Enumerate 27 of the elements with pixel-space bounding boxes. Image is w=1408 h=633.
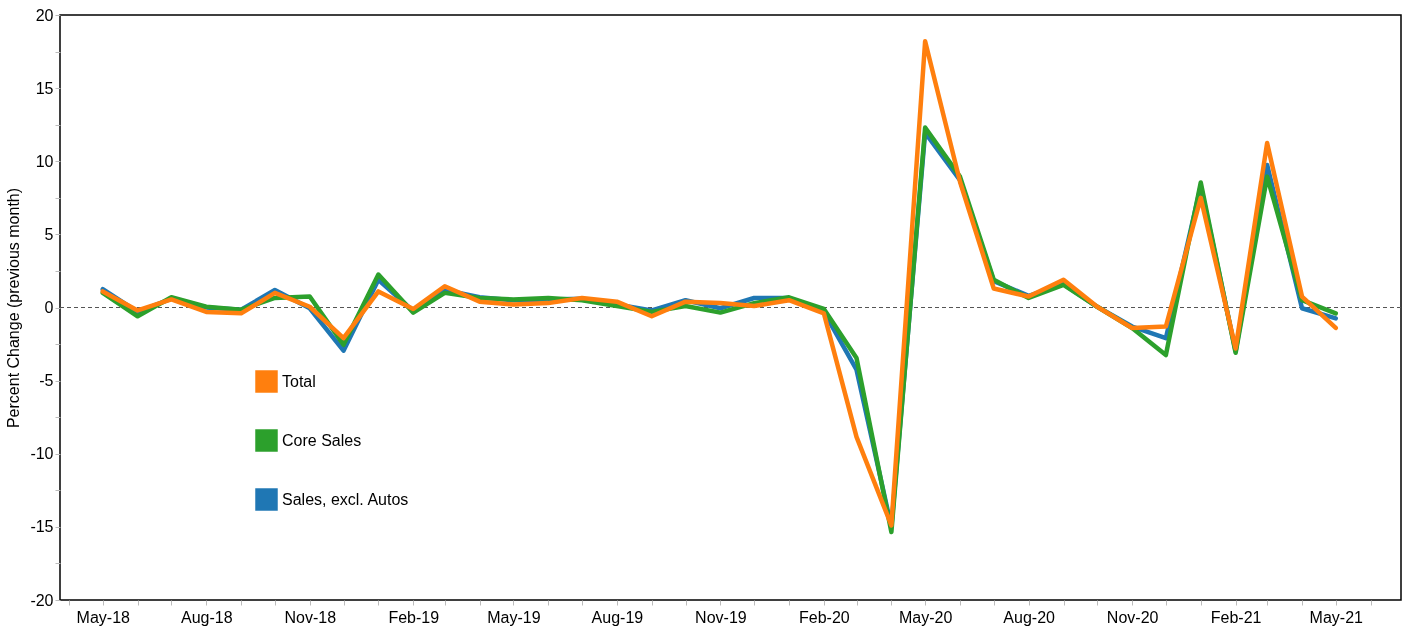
y-axis-title: Percent Change (previous month) <box>5 187 23 429</box>
y-tick-label: 10 <box>35 152 54 170</box>
legend-label: Total <box>282 372 316 390</box>
y-tick-label: 15 <box>35 79 54 97</box>
line-series <box>100 39 1338 528</box>
y-tick-label: 20 <box>35 6 54 24</box>
x-tick-label: Nov-19 <box>695 608 747 626</box>
legend-label: Core Sales <box>282 431 362 449</box>
x-tick-label: Aug-19 <box>591 608 644 626</box>
x-tick-label: May-20 <box>898 608 953 626</box>
y-tick-label: -10 <box>30 445 54 463</box>
y-tick-label: -5 <box>39 372 54 390</box>
x-tick-label: Aug-20 <box>1003 608 1056 626</box>
y-tick-label: 0 <box>44 299 54 316</box>
x-tick-label: Feb-20 <box>799 608 850 626</box>
y-tick-label: -15 <box>30 518 54 536</box>
x-tick-label: Nov-20 <box>1106 608 1159 626</box>
x-tick-label: Feb-21 <box>1210 608 1262 626</box>
x-tick-label: May-19 <box>487 608 541 626</box>
y-tick-label: -20 <box>30 591 54 609</box>
x-tick-label: May-18 <box>76 608 131 626</box>
x-tick-label: Feb-19 <box>388 608 440 626</box>
x-tick-label: Nov-18 <box>284 608 337 626</box>
y-tick-label: 5 <box>44 225 54 243</box>
legend-label: Sales, excl. Autos <box>282 490 409 508</box>
x-tick-label: May-21 <box>1309 608 1364 626</box>
x-tick-label: Aug-18 <box>180 608 233 626</box>
